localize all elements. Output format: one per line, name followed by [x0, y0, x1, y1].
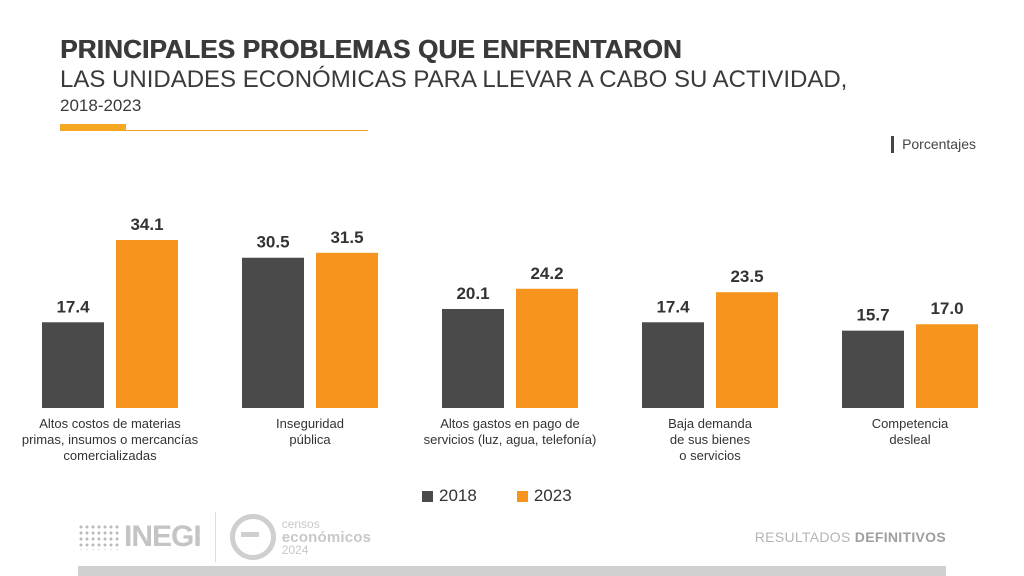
bar-2018-5: [842, 330, 904, 408]
inegi-logo-icon: [78, 524, 120, 550]
censos-line1: censos: [281, 516, 320, 531]
bar-2023-3: [516, 288, 578, 408]
chart-subtitle: LAS UNIDADES ECONÓMICAS PARA LLEVAR A CA…: [60, 66, 848, 93]
logo-divider: [214, 512, 216, 562]
category-label-4-line-2: de sus bienes: [670, 432, 751, 447]
censos-logo-icon: [229, 514, 276, 560]
category-label-3-line-2: servicios (luz, agua, telefonía): [424, 432, 597, 447]
results-bold: DEFINITIVOS: [854, 529, 946, 545]
results-prefix: RESULTADOS: [754, 529, 855, 545]
inegi-logo-text: INEGI: [124, 520, 202, 553]
units-label: Porcentajes: [891, 136, 976, 153]
legend-swatch-2018: [422, 490, 433, 502]
legend-swatch-2023: [516, 490, 528, 502]
category-label-1-line-1: Altos costos de materias: [39, 416, 181, 431]
legend-item-2023: 2023: [516, 486, 572, 506]
footer-bar: [78, 566, 946, 576]
category-label-3-line-1: Altos gastos en pago de: [440, 416, 580, 431]
censos-line2: económicos: [281, 528, 372, 546]
bar-chart: 17.4 34.1 Altos costos de materiasprimas, …: [22, 215, 978, 463]
category-label-2-line-1: Inseguridad: [276, 416, 344, 431]
results-label: RESULTADOS DEFINITIVOS: [755, 529, 946, 545]
data-label-2023-5: 17.0: [930, 299, 963, 318]
data-label-2018-3: 20.1: [456, 284, 489, 303]
data-label-2023-3: 24.2: [530, 264, 563, 283]
legend-item-2018: 2018: [422, 486, 477, 506]
bar-2018-3: [442, 308, 504, 408]
category-label-1-line-2: primas, insumos o mercancías: [22, 432, 199, 447]
category-label-4-line-1: Baja demanda: [668, 416, 753, 431]
bar-2023-2: [316, 252, 378, 408]
footer-logos: INEGI censos económicos 2024: [78, 512, 371, 562]
category-label-4-line-3: o servicios: [679, 448, 741, 463]
legend-label-2018: 2018: [439, 486, 477, 505]
legend-label-2023: 2023: [533, 486, 572, 505]
bar-2018-1: [42, 322, 104, 408]
data-label-2023-4: 23.5: [730, 267, 763, 286]
bar-2023-5: [916, 324, 978, 408]
data-label-2018-4: 17.4: [656, 297, 690, 316]
censos-logo-text: censos económicos 2024: [281, 516, 372, 557]
data-label-2023-1: 34.1: [130, 215, 163, 234]
chart-title: PRINCIPALES PROBLEMAS QUE ENFRENTARON: [60, 34, 682, 64]
data-label-2023-2: 31.5: [330, 228, 363, 247]
chart-period: 2018-2023: [60, 96, 142, 115]
category-label-5-line-1: Competencia: [872, 416, 949, 431]
category-label-1-line-3: comercializadas: [63, 448, 157, 463]
censos-year: 2024: [281, 542, 309, 557]
title-accent-bar: [60, 124, 126, 131]
bar-2018-2: [242, 257, 304, 408]
bar-2023-1: [116, 240, 178, 408]
data-label-2018-2: 30.5: [256, 233, 289, 252]
data-label-2018-5: 15.7: [856, 306, 889, 325]
category-label-5-line-2: desleal: [889, 432, 930, 447]
title-underline: [60, 130, 368, 131]
category-label-2-line-2: pública: [289, 432, 331, 447]
bar-2018-4: [642, 322, 704, 408]
bar-2023-4: [716, 292, 778, 408]
data-label-2018-1: 17.4: [56, 297, 90, 316]
legend: 2018 2023: [422, 486, 572, 506]
